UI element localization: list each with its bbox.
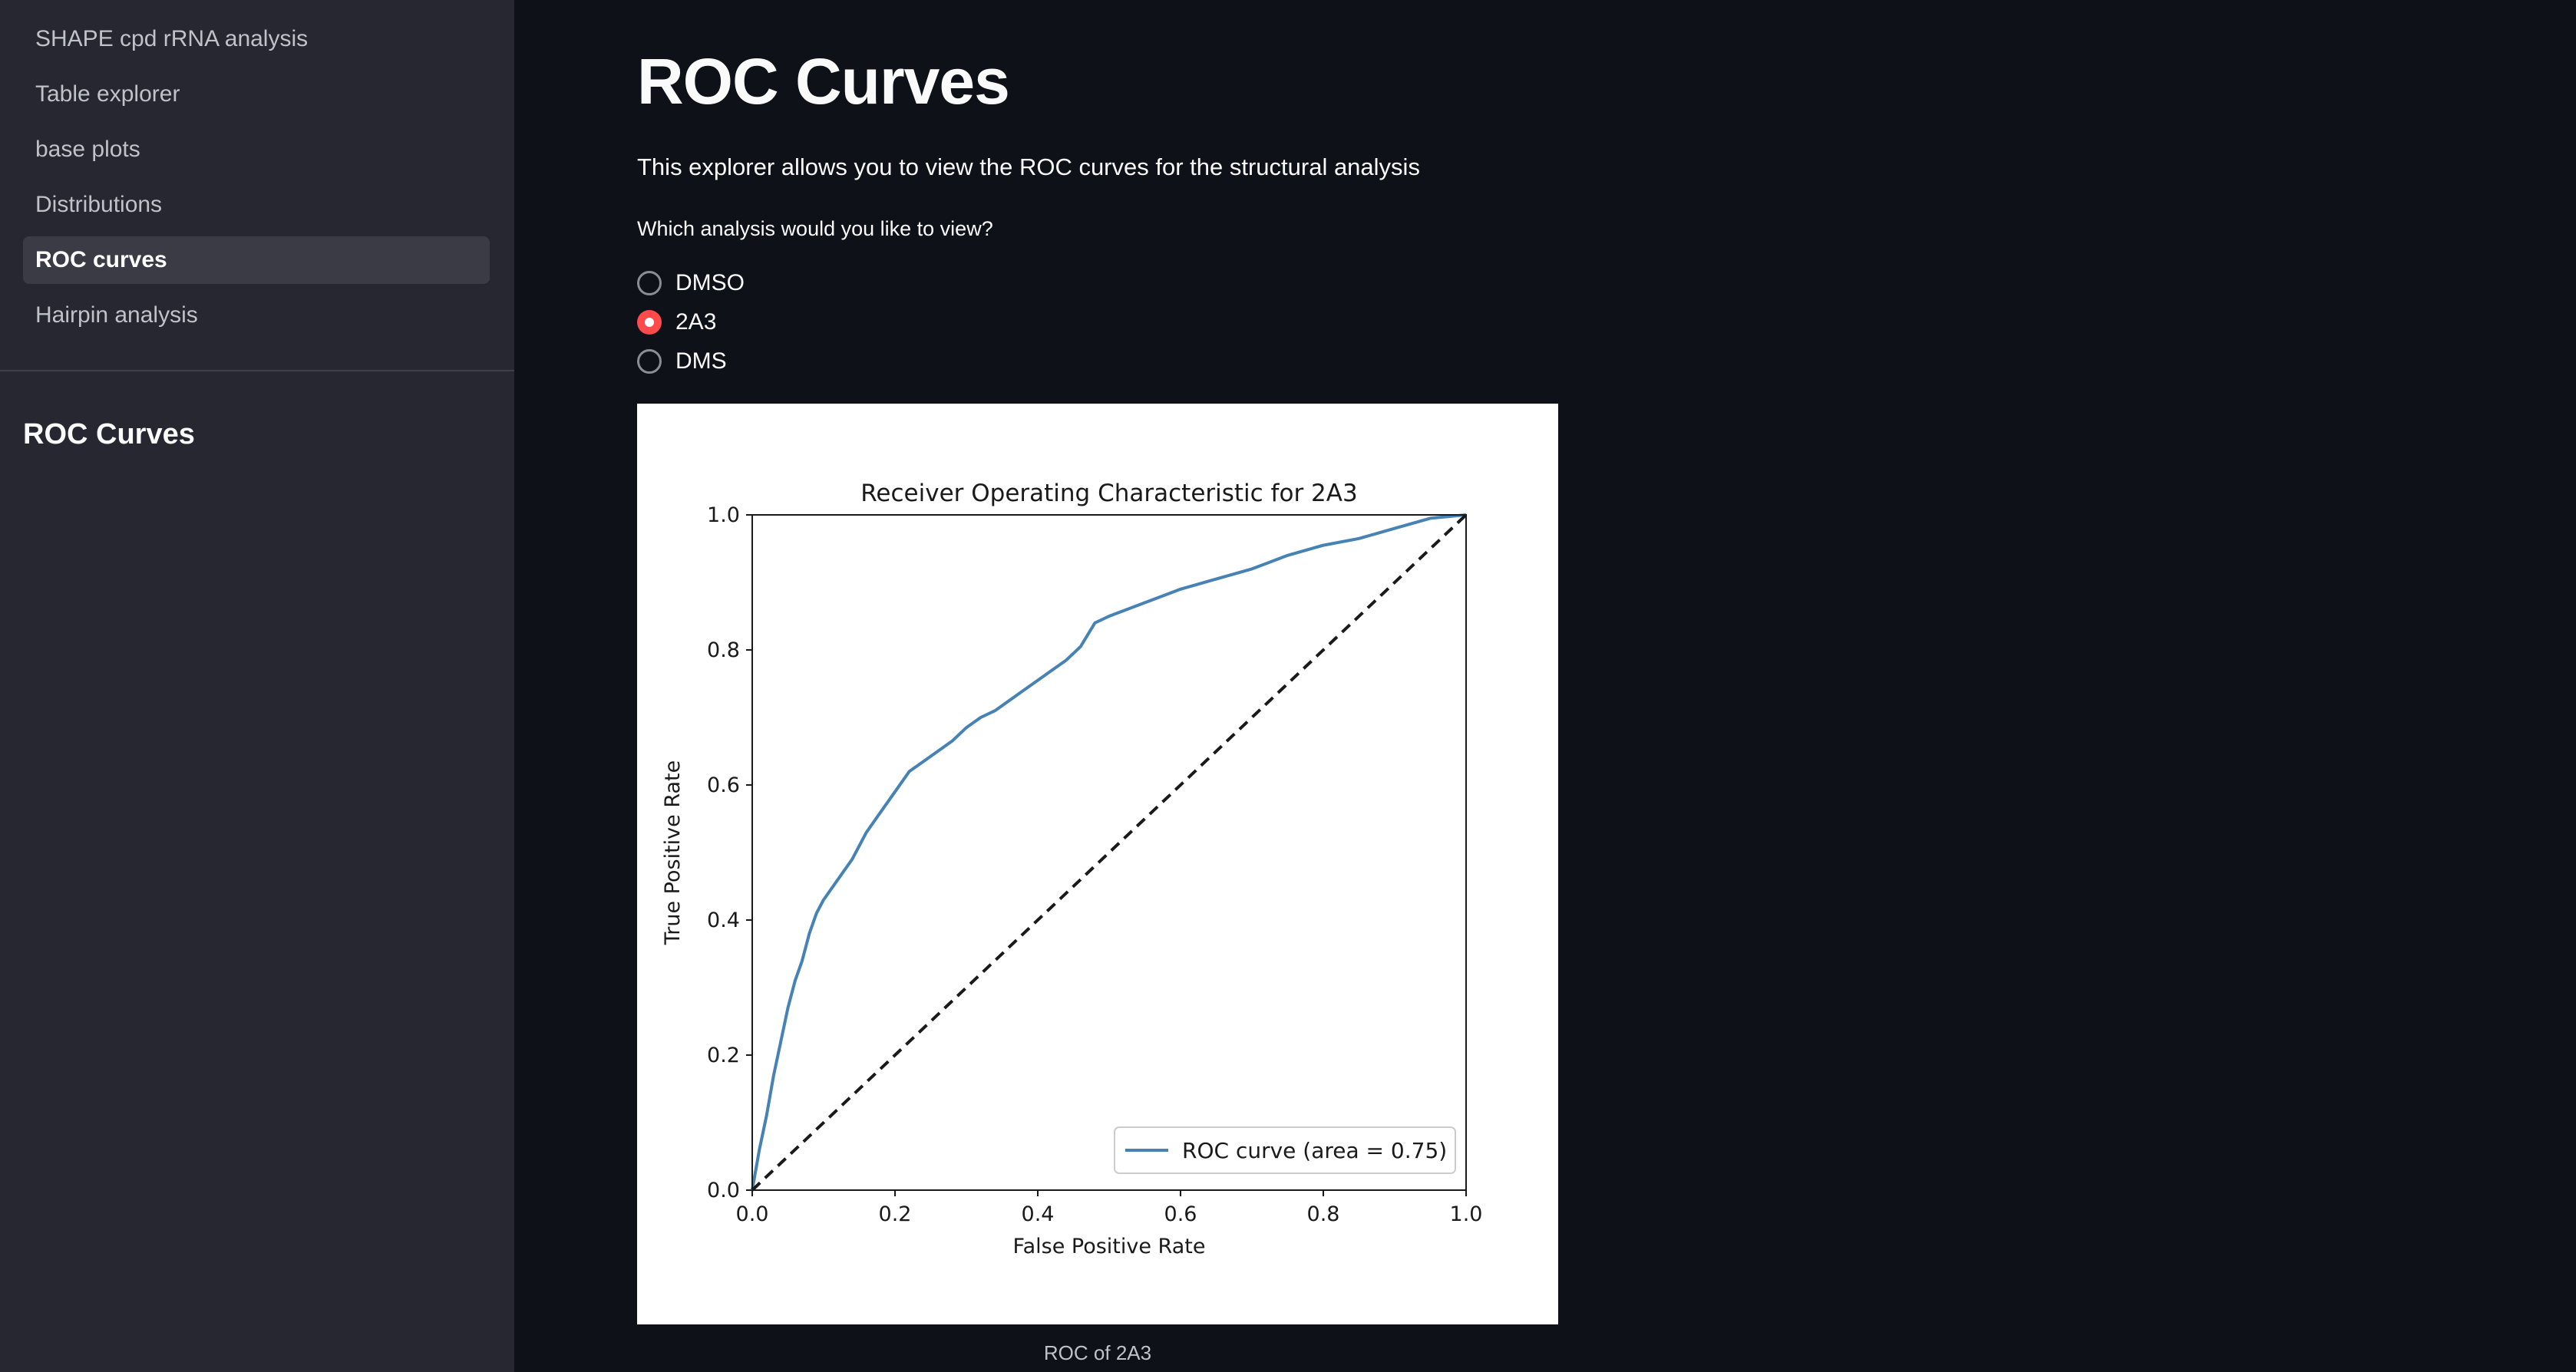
- x-axis-label: False Positive Rate: [1013, 1235, 1206, 1258]
- radio-button-dms[interactable]: [637, 348, 662, 374]
- roc-curve-line: [751, 513, 1467, 1191]
- radio-button-dmso[interactable]: [637, 270, 662, 295]
- radio-option-2a3[interactable]: 2A3: [637, 302, 745, 341]
- sidebar: SHAPE cpd rRNA analysis Table explorer b…: [0, 0, 514, 1372]
- sidebar-item-shape-cpd-rrna-analysis[interactable]: SHAPE cpd rRNA analysis: [35, 26, 309, 51]
- radio-selected-dot: [645, 317, 654, 327]
- y-tick-label: 0.2: [707, 1044, 740, 1067]
- chart-lines: [751, 513, 1468, 1192]
- sidebar-item-hairpin-analysis[interactable]: Hairpin analysis: [35, 302, 198, 328]
- y-axis-label: True Positive Rate: [661, 760, 685, 946]
- x-tick-label: 0.4: [1022, 1202, 1055, 1226]
- sidebar-item-roc-curves[interactable]: ROC curves: [23, 236, 490, 284]
- radio-group-label: Which analysis would you like to view?: [637, 217, 993, 240]
- radio-option-label: 2A3: [675, 308, 717, 335]
- radio-option-label: DMS: [675, 348, 727, 374]
- sidebar-item-distributions[interactable]: Distributions: [35, 192, 163, 217]
- analysis-radio-group: DMSO 2A3 DMS: [637, 263, 745, 381]
- x-tick-label: 0.0: [736, 1202, 769, 1226]
- x-tick-label: 1.0: [1450, 1202, 1483, 1226]
- legend-label-roc: ROC curve (area = 0.75): [1182, 1138, 1447, 1163]
- intro-text: This explorer allows you to view the ROC…: [637, 153, 1420, 180]
- page-title: ROC Curves: [637, 45, 1010, 117]
- sidebar-item-base-plots[interactable]: base plots: [35, 137, 140, 162]
- sidebar-section-heading: ROC Curves: [23, 418, 195, 450]
- x-tick-label: 0.6: [1164, 1202, 1197, 1226]
- sidebar-divider: [0, 370, 514, 371]
- y-tick-label: 0.4: [707, 909, 740, 932]
- radio-button-2a3[interactable]: [637, 309, 662, 335]
- radio-option-dms[interactable]: DMS: [637, 341, 745, 381]
- chart-legend: ROC curve (area = 0.75): [1114, 1126, 1456, 1174]
- roc-chart: Receiver Operating Characteristic for 2A…: [661, 480, 1482, 1258]
- y-tick-label: 1.0: [707, 503, 740, 527]
- y-tick-label: 0.8: [707, 638, 740, 662]
- sidebar-item-table-explorer[interactable]: Table explorer: [35, 81, 180, 107]
- radio-option-label: DMSO: [675, 269, 745, 295]
- chart-title: Receiver Operating Characteristic for 2A…: [860, 480, 1357, 507]
- diagonal-reference-line: [751, 513, 1468, 1192]
- axis-ticks: 0.0 0.2 0.4 0.6 0.8 1.0 0.0 0.2 0.4 0.6 0.8 1.0: [707, 503, 1482, 1226]
- sidebar-nav: SHAPE cpd rRNA analysis Table explorer b…: [23, 15, 490, 347]
- chart-caption: ROC of 2A3: [1043, 1341, 1152, 1364]
- x-tick-label: 0.2: [879, 1202, 912, 1226]
- legend-box: [1114, 1126, 1456, 1174]
- x-tick-label: 0.8: [1307, 1202, 1340, 1226]
- radio-option-dmso[interactable]: DMSO: [637, 263, 745, 302]
- plot-area-frame: [751, 514, 1467, 1191]
- roc-chart-image: Receiver Operating Characteristic for 2A…: [637, 404, 1558, 1324]
- y-tick-label: 0.6: [707, 773, 740, 797]
- y-tick-label: 0.0: [707, 1179, 740, 1202]
